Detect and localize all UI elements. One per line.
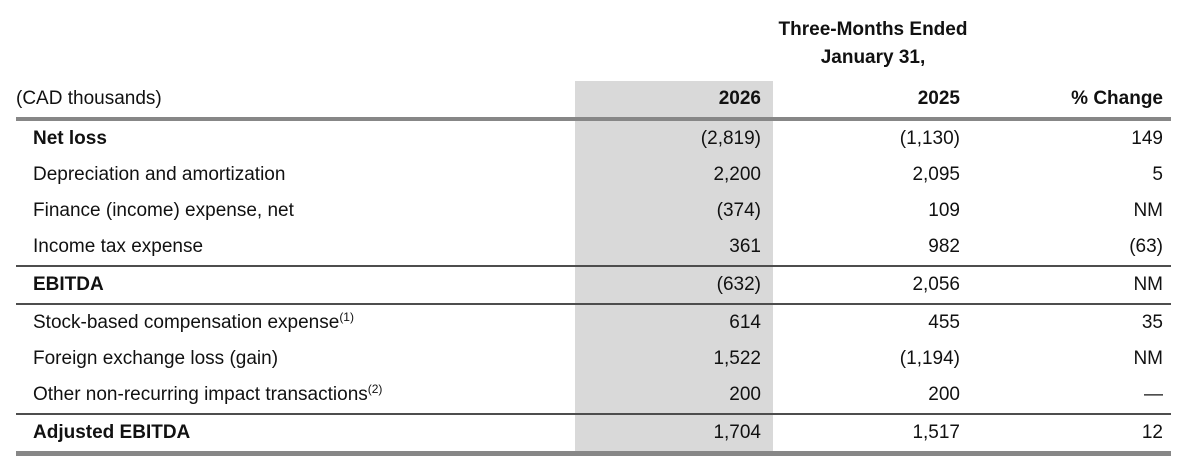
value-2025: 982 [928,236,960,257]
period-header-spacer [16,0,575,81]
row-label: Finance (income) expense, net [33,200,294,221]
value-change: NM [1133,274,1163,295]
period-header: Three-Months Ended January 31, [575,0,1171,72]
value-change: 12 [1141,422,1163,443]
value-2026: 1,522 [575,341,773,377]
value-change: 149 [1131,128,1163,149]
row-label: Net loss [33,128,107,149]
table-row-net-loss: Net loss (2,819) (1,130) 149 [16,119,1171,157]
footnote-ref-1: (1) [339,310,354,324]
table-row-income-tax: Income tax expense 361 982 (63) [16,229,1171,266]
row-label: Other non-recurring impact transactions(… [33,382,383,405]
table-row-ebitda: EBITDA (632) 2,056 NM [16,266,1171,304]
value-2025: (1,194) [899,348,960,369]
column-header-change: % Change [1071,88,1163,109]
column-header-2025: 2025 [917,88,960,109]
table-row-finance: Finance (income) expense, net (374) 109 … [16,193,1171,229]
value-change: (63) [1129,236,1163,257]
value-2026: 614 [575,304,773,341]
column-header-2026: 2026 [575,81,773,119]
value-2025: 1,517 [912,422,960,443]
value-2026: 200 [575,377,773,414]
table-row-depreciation: Depreciation and amortization 2,200 2,09… [16,157,1171,193]
row-label: Foreign exchange loss (gain) [33,348,279,369]
value-2026: (2,819) [575,119,773,157]
row-label: Depreciation and amortization [33,164,286,185]
value-2025: 2,056 [912,274,960,295]
value-change: NM [1133,348,1163,369]
value-change: — [1144,384,1163,405]
value-change: NM [1133,200,1163,221]
value-2026: 2,200 [575,157,773,193]
row-label: Stock-based compensation expense(1) [33,310,354,333]
table-row-adjusted-ebitda: Adjusted EBITDA 1,704 1,517 12 [16,414,1171,454]
value-2026: 1,704 [575,414,773,454]
footnote-ref-2: (2) [367,382,383,396]
value-change: 35 [1141,312,1163,333]
period-header-line1: Three-Months Ended [778,19,968,40]
value-change: 5 [1152,164,1163,185]
value-2026: (374) [575,193,773,229]
period-header-line2: January 31, [820,47,926,68]
row-label: Adjusted EBITDA [33,422,191,443]
row-label: EBITDA [33,274,104,295]
value-2025: (1,130) [899,128,960,149]
value-2025: 200 [928,384,960,405]
value-2025: 109 [928,200,960,221]
value-2025: 2,095 [912,164,960,185]
table-row-fx: Foreign exchange loss (gain) 1,522 (1,19… [16,341,1171,377]
value-2025: 455 [928,312,960,333]
value-2026: 361 [575,229,773,266]
period-header-row: Three-Months Ended January 31, [16,0,1171,81]
ebitda-reconciliation-table: Three-Months Ended January 31, (CAD thou… [16,0,1171,456]
period-header-cell: Three-Months Ended January 31, [575,0,1171,81]
unit-label: (CAD thousands) [16,88,162,109]
table-row-stock-comp: Stock-based compensation expense(1) 614 … [16,304,1171,341]
value-2026: (632) [575,266,773,304]
table-row-other-nonrecurring: Other non-recurring impact transactions(… [16,377,1171,414]
row-label: Income tax expense [33,236,204,257]
column-header-row: (CAD thousands) 2026 2025 % Change [16,81,1171,119]
